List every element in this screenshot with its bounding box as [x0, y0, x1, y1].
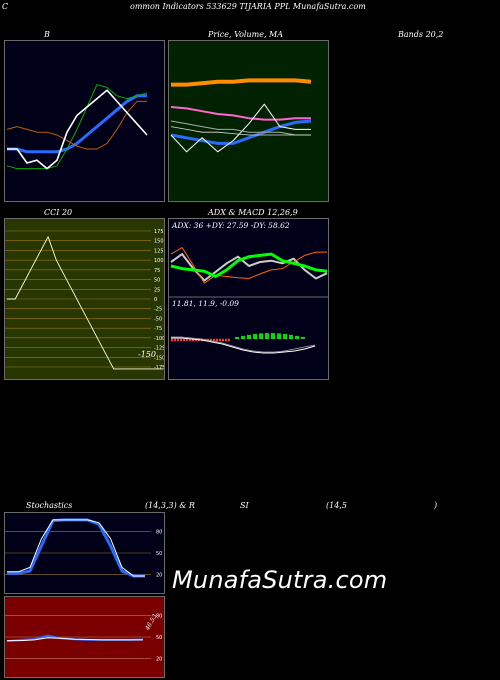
price-series-2 — [170, 119, 312, 145]
header-title: ommon Indicators 533629 TIJARIA PPL Muna… — [130, 2, 366, 11]
bollinger-label: B — [44, 30, 50, 39]
cci-panel: 175 150 125 100 75 50 25 0 -25 -50 -75 -100 -125 -150… — [4, 218, 165, 380]
macd-histogram-bar — [271, 333, 275, 339]
bollinger-series-0 — [7, 94, 147, 154]
rsi-chart: 80 50 20 — [5, 613, 162, 663]
cci-tick-label: -125 — [154, 346, 164, 352]
adx-macd-chart — [169, 247, 328, 354]
stoch-tick-label: 80 — [156, 529, 162, 535]
cci-tick-label: -25 — [154, 307, 162, 313]
adx-series-2 — [170, 252, 328, 278]
bollinger-series-2 — [6, 100, 147, 150]
macd-histogram-bar — [283, 333, 287, 339]
stoch-series-1 — [7, 519, 145, 577]
cci-value: -150 — [138, 350, 156, 359]
macd-histogram-bar — [289, 334, 293, 339]
cci-tick-label: 50 — [154, 278, 160, 284]
bollinger-chart — [6, 84, 148, 170]
macd-histogram-bar — [253, 333, 257, 339]
cci-label: CCI 20 — [44, 208, 73, 217]
cci-tick-label: -150 — [154, 355, 164, 361]
cci-tick-label: -100 — [154, 336, 164, 342]
price-series-0 — [171, 78, 312, 87]
rsi-params: (14,5 — [326, 501, 347, 510]
cci-tick-label: 125 — [154, 248, 164, 254]
cci-tick-label: 100 — [154, 258, 164, 264]
cci-tick-label: -175 — [154, 365, 164, 371]
cci-tick-label: 0 — [154, 297, 157, 303]
stoch-params: (14,3,3) & R — [145, 501, 195, 510]
rsi-tick-label: 50 — [156, 635, 162, 641]
header-prefix: C — [2, 2, 9, 11]
stoch-tick-label: 20 — [156, 573, 162, 579]
bollinger-series-1 — [6, 84, 148, 170]
bands-label: Bands 20,2 — [398, 30, 444, 39]
price-ma-label: Price, Volume, MA — [208, 30, 284, 39]
stoch-panel: 80 50 20 — [4, 512, 165, 594]
adx-panel — [168, 218, 329, 380]
price-ma-chart — [170, 78, 312, 153]
macd-histogram-bar — [235, 337, 239, 339]
macd-line — [171, 337, 316, 354]
rsi-label: SI — [240, 501, 249, 510]
bollinger-panel — [4, 40, 165, 202]
adx-label: ADX & MACD 12,26,9 — [208, 208, 298, 217]
price-series-1 — [170, 106, 311, 121]
cci-tick-label: 150 — [154, 239, 164, 245]
cci-chart: 1751501251007550250-25-50-75-100-125-150… — [5, 229, 164, 371]
macd-histogram-bar — [259, 333, 263, 339]
price-series-4 — [170, 120, 311, 136]
cci-tick-label: 75 — [154, 268, 160, 274]
rsi-close: ) — [434, 501, 438, 510]
adx-values: ADX: 36 +DY: 27.59 -DY: 58.62 — [172, 221, 290, 230]
cci-tick-label: -50 — [154, 316, 162, 322]
stoch-label: Stochastics — [26, 501, 73, 510]
macd-signal-line — [171, 336, 316, 353]
macd-histogram-bar — [265, 333, 269, 339]
rsi-series-1 — [7, 637, 143, 642]
rsi-panel: 80 50 20 — [4, 596, 165, 678]
price-ma-panel — [168, 40, 329, 202]
cci-line — [7, 236, 163, 370]
macd-histogram-bar — [301, 337, 305, 339]
cci-tick-label: -75 — [154, 326, 162, 332]
stochastics-chart: 80 50 20 — [5, 518, 162, 579]
cci-tick-label: 25 — [154, 287, 160, 293]
macd-histogram-bar — [241, 335, 245, 339]
rsi-tick-label: 20 — [156, 657, 162, 663]
watermark: MunafaSutra.com — [172, 566, 388, 594]
price-ma-long — [170, 126, 311, 136]
macd-histogram-bar — [247, 334, 251, 339]
macd-values: 11.81, 11.9, -0.09 — [172, 299, 239, 308]
bollinger-series-3 — [7, 89, 148, 170]
macd-histogram-bar — [295, 335, 299, 339]
cci-tick-label: 175 — [154, 229, 164, 235]
stoch-series-0 — [7, 518, 145, 578]
macd-histogram-bar — [277, 333, 281, 339]
stoch-tick-label: 50 — [156, 551, 162, 557]
price-series-3 — [170, 103, 311, 153]
rsi-tick-label: 80 — [156, 613, 162, 619]
